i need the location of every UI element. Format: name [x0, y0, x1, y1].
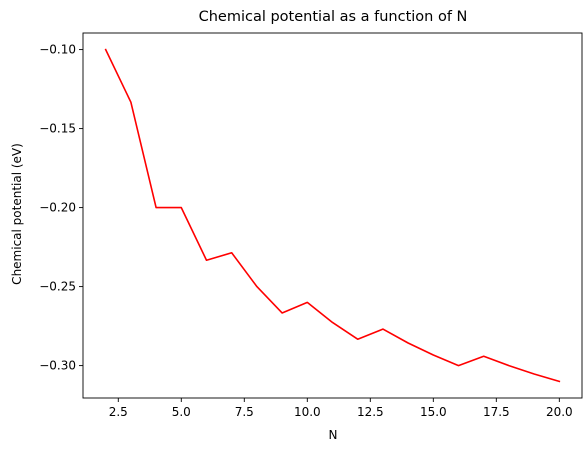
y-tick-label: −0.25	[39, 280, 76, 294]
x-tick-label: 7.5	[235, 405, 254, 419]
y-axis-label: Chemical potential (eV)	[10, 143, 24, 285]
y-tick-label: −0.20	[39, 201, 76, 215]
y-tick-label: −0.15	[39, 122, 76, 136]
x-tick-label: 2.5	[109, 405, 128, 419]
y-tick-label: −0.30	[39, 359, 76, 373]
plot-area	[104, 48, 561, 383]
x-tick-label: 12.5	[357, 405, 384, 419]
y-tick-label: −0.10	[39, 43, 76, 57]
chart-title: Chemical potential as a function of N	[199, 9, 468, 25]
series-line-1	[104, 48, 561, 383]
x-tick-label: 5.0	[172, 405, 191, 419]
axes: 2.5 5.0 7.5 10.0 12.5 15.0 17.5 20.0 −0.10 −0.15 −…	[39, 32, 583, 419]
x-tick-label: 10.0	[294, 405, 321, 419]
x-tick-label: 17.5	[483, 405, 510, 419]
x-tick-label: 15.0	[420, 405, 447, 419]
x-axis-label: N	[329, 428, 338, 442]
plot-frame	[82, 32, 583, 399]
x-tick-label: 20.0	[546, 405, 573, 419]
